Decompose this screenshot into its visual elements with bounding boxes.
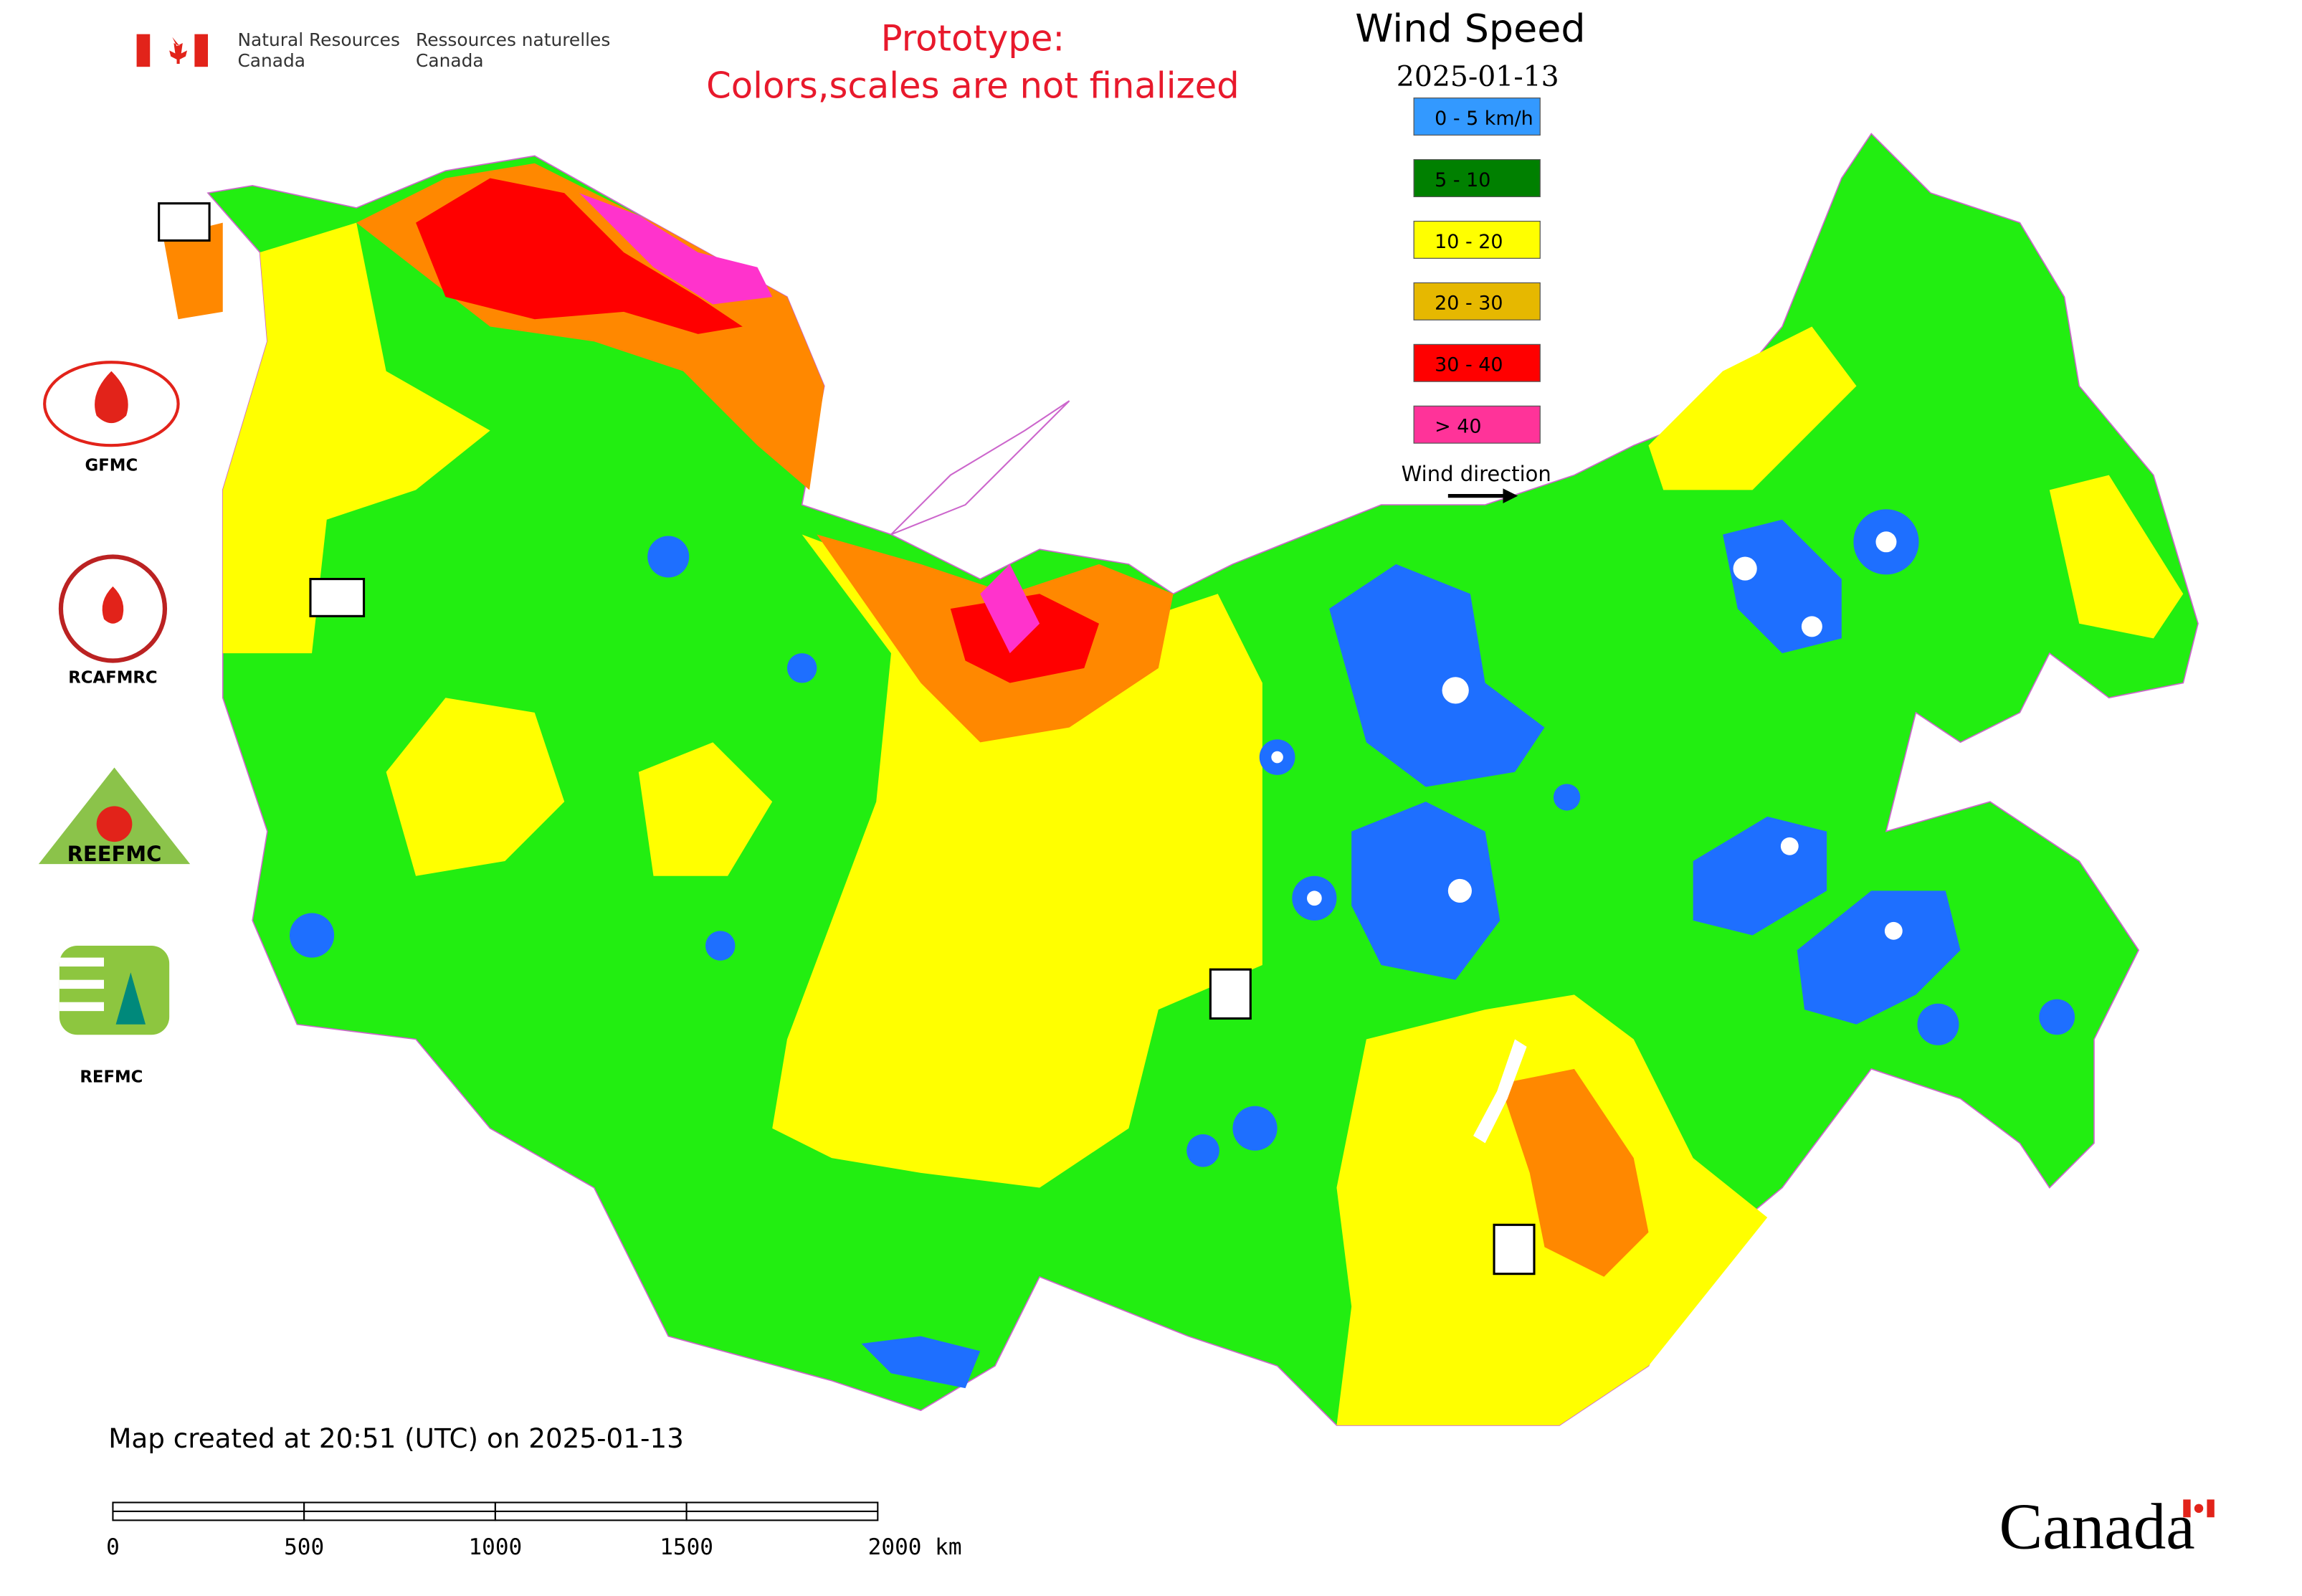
lake-baikal [1473,1039,1527,1144]
wordmark-flag [2183,1499,2215,1518]
prototype-note: Prototype: [881,17,1065,59]
logos [38,361,191,1035]
novaya-zemlya [890,400,1070,536]
legend-label: 10 - 20 [1435,231,1503,253]
legend-label: > 40 [1435,416,1481,438]
canada-flag [136,34,209,67]
logo-caption: RCAFMRC [68,669,157,688]
legend-label: 30 - 40 [1435,354,1503,376]
legend: 0 - 5 km/h 5 - 10 10 - 20 20 - 30 30 - 40 > 4… [1413,98,1541,444]
legend-label: 5 - 10 [1435,169,1490,191]
created-note: Map created at 20:51 (UTC) on 2025-01-13 [108,1422,684,1454]
prototype-note: Colors,scales are not finalized [706,65,1240,107]
legend-swatch [1413,98,1541,136]
legend-swatch [1413,282,1541,320]
zone-yellow [222,222,490,654]
wind-direction-label: Wind direction [1402,462,1551,486]
scale-label: 1500 [660,1534,713,1560]
agency-fr: Canada [416,50,484,71]
zone-red [416,178,1099,683]
logo-caption: GFMC [85,456,138,475]
map-date: 2025-01-13 [1397,60,1559,93]
scale-label: 0 [106,1534,120,1560]
calm-spots [1271,531,1903,940]
agency-en: Natural Resources [237,29,399,50]
zone-yellow [386,326,2184,876]
map-title: Wind Speed [1355,6,1585,51]
agency-en: Canada [237,50,305,71]
legend-label: 20 - 30 [1435,293,1503,315]
zone-yellow [772,534,1262,1188]
scale-bar: 0 500 1000 1500 2000 km [106,1501,962,1560]
scale-label: 1000 [468,1534,522,1560]
zone-magenta [579,193,1040,654]
wind-arrow [1447,488,1518,503]
legend-swatch [1413,343,1541,382]
legend-swatch [1413,405,1541,444]
map [163,133,2199,1426]
scale-label: 2000 km [868,1534,962,1560]
canada-wordmark: Canada [1999,1491,2194,1563]
legend-label: 0 - 5 km/h [1435,108,1533,130]
logo-caption: REEFMC [67,842,162,866]
agency-fr: Ressources naturelles [416,29,610,50]
legend-swatch [1413,220,1541,259]
logo-caption: REFMC [80,1068,143,1087]
office-markers [158,202,1536,1276]
scale-label: 500 [284,1534,324,1560]
legend-swatch [1413,158,1541,197]
